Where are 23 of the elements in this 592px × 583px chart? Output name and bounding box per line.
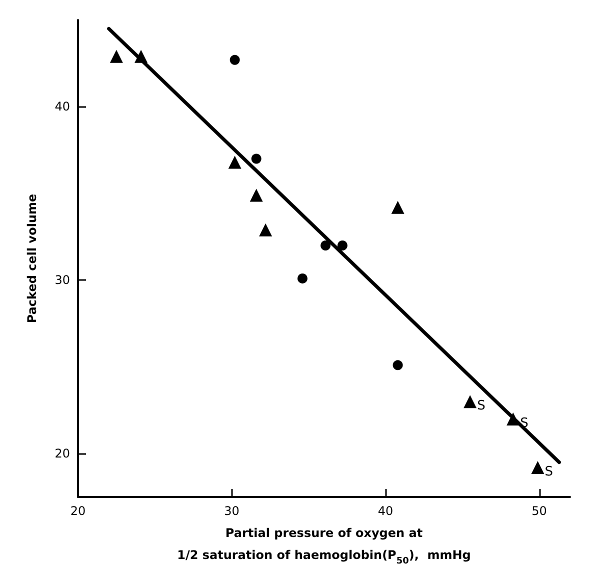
x-tick-label: 40 — [378, 504, 394, 518]
y-tick-label: 40 — [54, 100, 70, 114]
point — [320, 240, 331, 250]
point — [259, 223, 272, 236]
x-tick-label: 50 — [532, 504, 547, 518]
point — [391, 200, 404, 214]
y-tick-label: 30 — [54, 273, 70, 288]
point — [110, 50, 123, 63]
x-tick-label: 20 — [70, 504, 86, 518]
annotation: S — [544, 464, 553, 480]
annotation: S — [477, 398, 486, 414]
x-tick-label: 30 — [224, 504, 240, 518]
y-axis-title: Packed cell volume — [25, 194, 39, 324]
point — [392, 360, 403, 370]
point — [250, 188, 263, 202]
point — [230, 54, 240, 65]
point — [297, 273, 308, 284]
point — [228, 156, 242, 169]
point — [251, 154, 262, 164]
point — [531, 461, 544, 474]
point — [464, 395, 477, 408]
y-tick-label: 20 — [54, 446, 70, 461]
point — [337, 240, 348, 250]
